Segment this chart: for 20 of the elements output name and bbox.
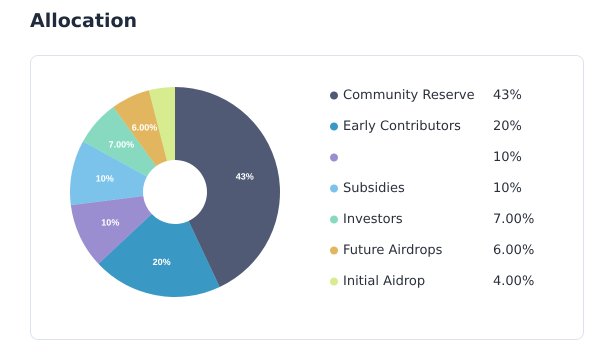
text: 6.00% [493, 243, 534, 258]
data-label: 10% [96, 174, 114, 184]
legend-label: Community Reserve [343, 88, 475, 103]
data-label: 4.00% [493, 274, 534, 289]
chart-title: Allocation [30, 10, 138, 32]
data-label: 7.00% [108, 140, 134, 150]
data-label: 20% [152, 257, 171, 268]
data-label: 43% [236, 171, 254, 182]
legend-label: Investors [343, 212, 403, 227]
data-label: 6.00% [132, 122, 158, 132]
legend-label: Initial Aidrop [343, 274, 426, 289]
text: 20% [493, 119, 522, 134]
legend-label: Future Airdrops [343, 243, 443, 258]
text: 10% [493, 150, 522, 165]
text: 43% [493, 88, 522, 103]
data-label: 10% [101, 217, 120, 228]
legend-label: Early Contributors [343, 119, 462, 134]
legend-label: Subsidies [343, 181, 405, 196]
text: 10% [493, 181, 522, 196]
text: 7.00% [493, 212, 534, 227]
